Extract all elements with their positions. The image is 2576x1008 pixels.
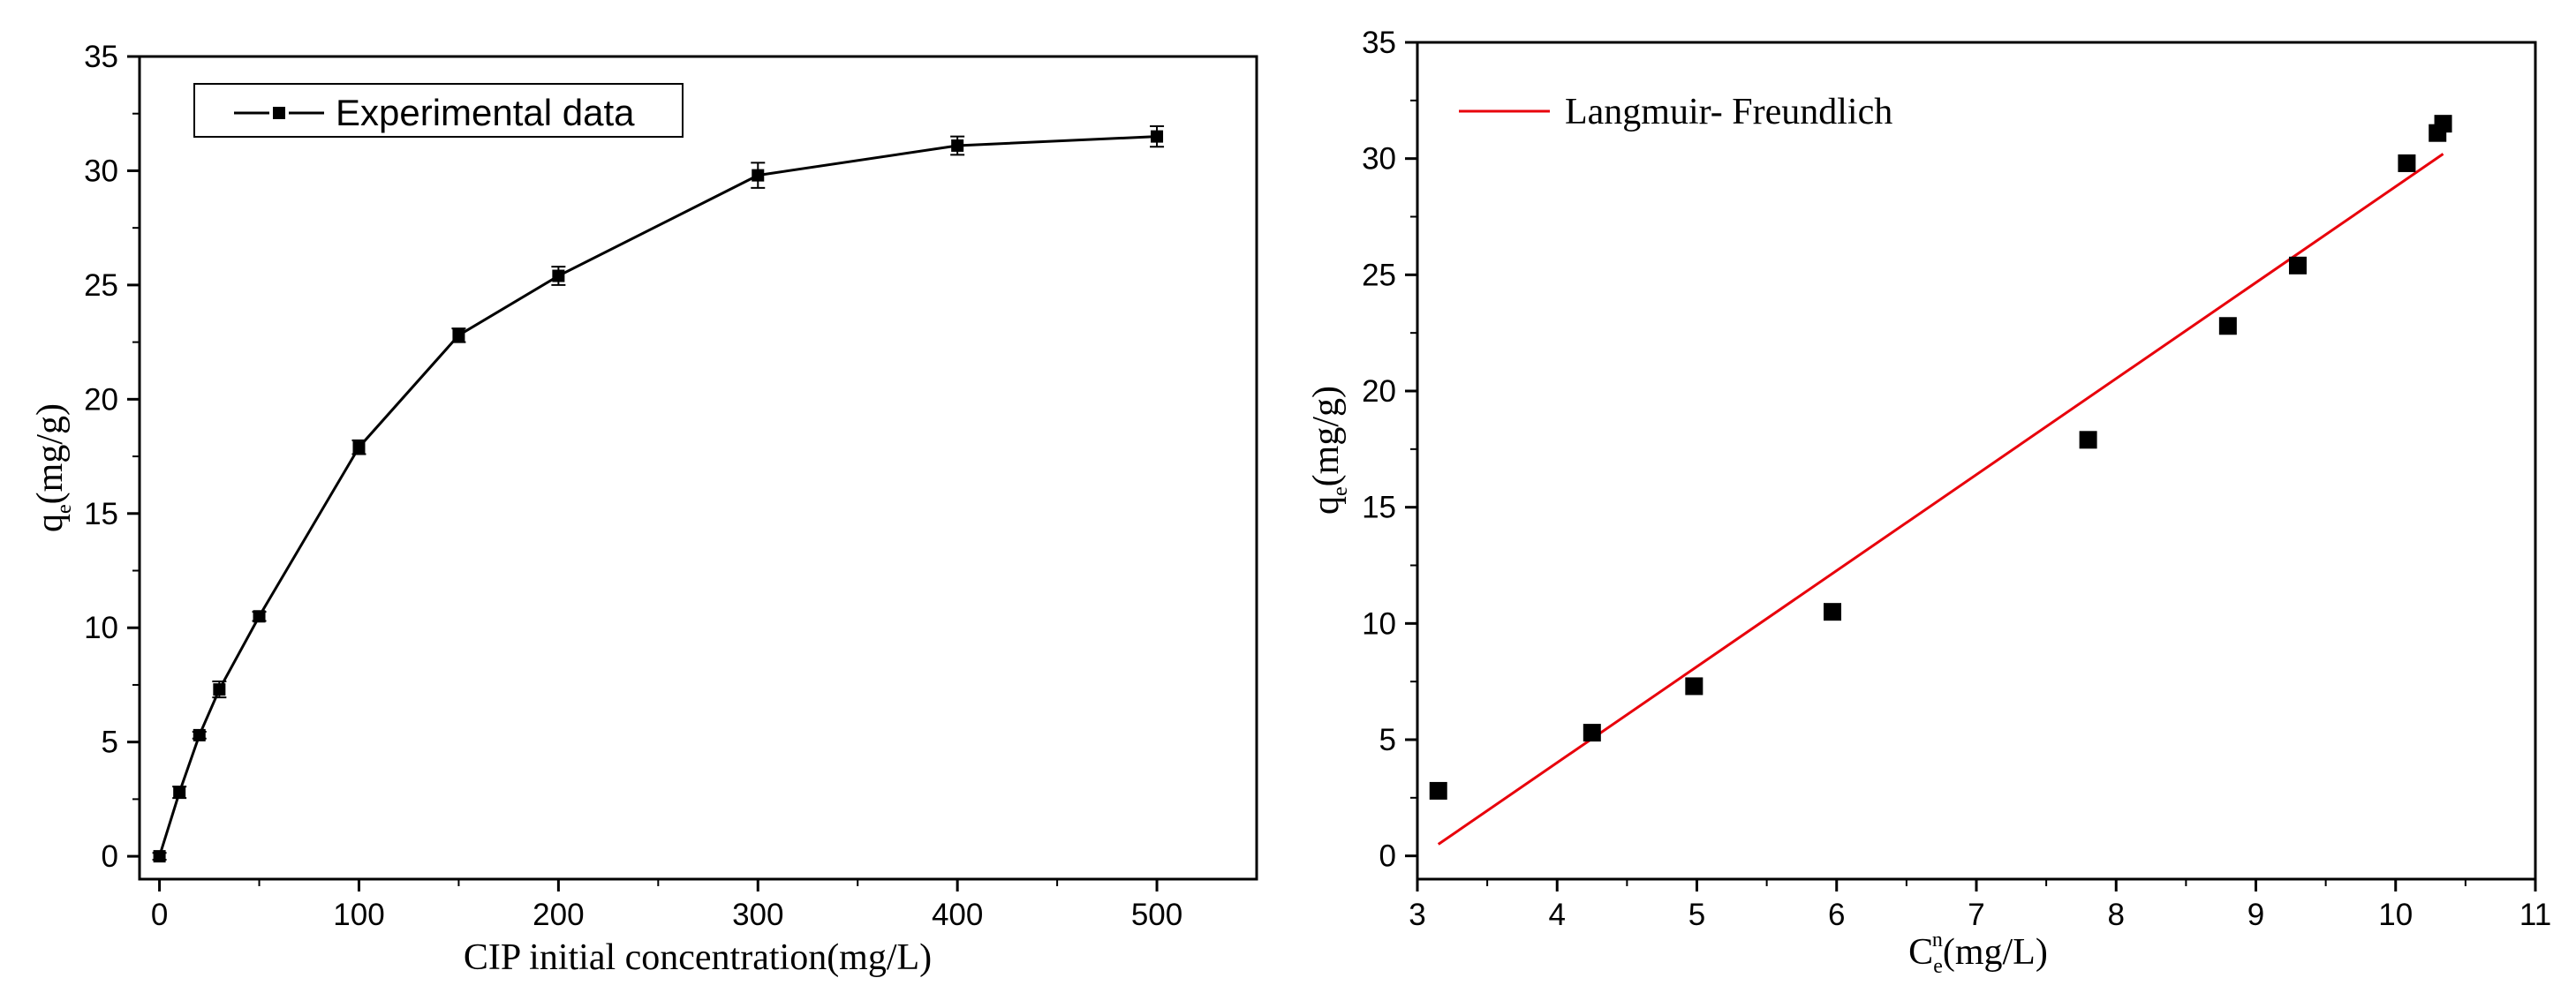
y-tick-label: 15 (84, 497, 118, 531)
x-tick-label: 200 (533, 898, 584, 932)
x-tick-label: 8 (2108, 898, 2125, 932)
data-point (213, 683, 226, 696)
y-tick-label: 25 (84, 268, 118, 303)
data-point (173, 786, 186, 799)
y-tick-label: 30 (1362, 142, 1396, 177)
y-tick-label: 5 (102, 726, 118, 760)
series-scatter (1429, 115, 2452, 846)
data-point (2288, 256, 2307, 275)
axis-ticks: 0 100 200 300 400 500 0 5 10 15 20 25 30 35 (84, 40, 1182, 932)
y-tick-label: 35 (1362, 26, 1396, 60)
x-tick-label: 11 (2519, 898, 2551, 932)
data-point (552, 269, 565, 282)
data-point (2079, 431, 2097, 449)
series-experimental-data (152, 124, 1165, 863)
chart-langmuir-freundlich: 3 4 5 6 7 8 9 10 11 0 5 10 15 20 25 30 35 Cen(mg/L) qe(m… (1306, 26, 2551, 978)
data-point (2218, 317, 2237, 335)
y-tick-label: 5 (1379, 723, 1396, 757)
plot-frame (138, 55, 1258, 881)
y-tick-label: 30 (84, 154, 118, 188)
data-point (352, 440, 366, 454)
x-tick-label: 6 (1828, 898, 1845, 932)
y-axis-title: qe(mg/g) (30, 403, 76, 532)
x-tick-label: 400 (932, 898, 983, 932)
data-point (1151, 130, 1164, 143)
data-point (452, 328, 465, 342)
y-tick-label: 25 (1362, 258, 1396, 292)
x-tick-label: 9 (2247, 898, 2264, 932)
x-axis-title: Cen(mg/L) (1908, 929, 2048, 978)
y-tick-label: 0 (1379, 839, 1396, 874)
y-tick-label: 15 (1362, 491, 1396, 525)
x-tick-label: 500 (1131, 898, 1182, 932)
y-tick-label: 20 (1362, 374, 1396, 409)
axis-ticks: 3 4 5 6 7 8 9 10 11 0 5 10 15 20 25 30 35 (1362, 26, 2551, 932)
x-tick-label: 7 (1968, 898, 1984, 932)
x-tick-label: 10 (2378, 898, 2413, 932)
legend-marker (273, 107, 285, 119)
x-tick-label: 4 (1549, 898, 1566, 932)
plot-frame (1416, 41, 2537, 881)
legend: Experimental data (193, 83, 684, 138)
data-point (752, 169, 765, 182)
x-tick-label: 3 (1409, 898, 1425, 932)
data-point (1824, 603, 1842, 621)
chart-experimental-data: 0 100 200 300 400 500 0 5 10 15 20 25 30 35 CIP initi… (30, 40, 1258, 978)
x-tick-label: 0 (151, 898, 168, 932)
x-tick-label: 100 (333, 898, 384, 932)
data-point (951, 139, 964, 152)
data-point (253, 610, 266, 623)
x-tick-label: 300 (732, 898, 783, 932)
data-point (153, 850, 166, 863)
legend-label: Experimental data (336, 92, 635, 133)
data-point (1583, 724, 1601, 742)
y-tick-label: 10 (84, 611, 118, 645)
y-tick-label: 20 (84, 382, 118, 417)
fit-line (1437, 153, 2444, 846)
x-axis-title: CIP initial concentration(mg/L) (464, 937, 932, 978)
data-point (2398, 154, 2416, 172)
data-point (193, 728, 206, 741)
y-tick-label: 35 (84, 40, 118, 74)
y-tick-label: 10 (1362, 606, 1396, 641)
legend: Langmuir- Freundlich (1459, 92, 1892, 132)
data-point (1685, 677, 1703, 696)
y-axis-title: qe(mg/g) (1306, 386, 1352, 515)
series-line (158, 135, 1158, 857)
data-point (2434, 115, 2452, 133)
data-point (1429, 781, 1447, 800)
legend-label: Langmuir- Freundlich (1565, 92, 1892, 132)
y-tick-label: 0 (102, 839, 118, 874)
x-tick-label: 5 (1688, 898, 1705, 932)
